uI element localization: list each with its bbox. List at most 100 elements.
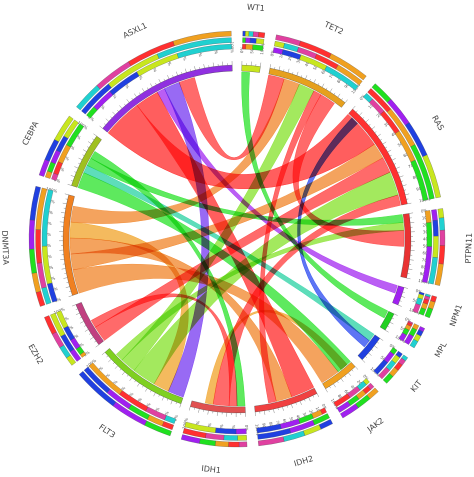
segment-label-ezh2: EZH2 xyxy=(26,343,45,366)
tick-mark xyxy=(104,123,106,126)
track-block xyxy=(245,31,250,37)
tick-mark xyxy=(374,131,377,133)
tick-mark xyxy=(95,344,99,348)
tick-mark xyxy=(402,184,407,187)
track-block xyxy=(336,401,351,413)
tick-mark xyxy=(402,291,405,293)
tick-mark xyxy=(333,383,336,388)
track-block xyxy=(242,43,247,50)
tick-mark xyxy=(121,371,125,376)
tick-mark xyxy=(134,380,136,383)
tick-mark xyxy=(299,401,302,405)
tick-mark xyxy=(87,141,92,144)
segment-label-jak2: JAK2 xyxy=(365,416,386,435)
tick-mark xyxy=(74,171,77,173)
track-block xyxy=(199,438,216,446)
track-block xyxy=(237,435,247,441)
track-block xyxy=(78,371,117,407)
tick-mark xyxy=(377,133,381,137)
tick-mark xyxy=(340,378,344,382)
tick-mark xyxy=(194,66,196,71)
track-block xyxy=(412,303,421,314)
segment-arc-asxl1 xyxy=(102,64,233,133)
tick-mark xyxy=(60,212,65,214)
tick-mark xyxy=(291,404,293,409)
track-block xyxy=(257,436,285,447)
percent-tick-label: 100% xyxy=(85,358,97,369)
track-block xyxy=(438,217,445,231)
percent-tick-label: 100% xyxy=(77,120,89,131)
tick-mark xyxy=(329,88,333,93)
tick-mark xyxy=(405,193,410,196)
ribbon-kit-ras xyxy=(297,117,370,348)
tick-mark xyxy=(129,377,133,382)
tick-mark xyxy=(167,398,169,401)
segment-label-flt3: FLT3 xyxy=(97,422,117,440)
tick-mark xyxy=(329,386,331,389)
tick-mark xyxy=(158,79,161,83)
segment-arc-npm1 xyxy=(392,285,405,306)
tick-mark xyxy=(401,296,406,298)
tick-mark xyxy=(365,119,369,123)
tick-mark xyxy=(153,392,156,397)
track-block xyxy=(398,332,407,342)
track-block xyxy=(274,41,285,49)
percent-tick-label: 0% xyxy=(239,46,244,53)
tick-mark xyxy=(117,109,119,112)
percent-tick-label: 0% xyxy=(362,373,370,381)
segment-arc-wt1 xyxy=(241,64,261,73)
track-block xyxy=(404,333,414,345)
ribbon-flt3-ras xyxy=(133,171,399,385)
tick-mark xyxy=(387,149,392,153)
tick-mark xyxy=(260,62,262,67)
tick-mark xyxy=(84,325,87,327)
track-block xyxy=(431,209,438,221)
track-block xyxy=(432,236,439,258)
tick-mark xyxy=(63,277,68,279)
track-block xyxy=(63,119,79,139)
tick-mark xyxy=(313,79,316,83)
tick-mark xyxy=(75,308,78,310)
track-block xyxy=(83,366,111,394)
tick-mark xyxy=(142,88,145,92)
tick-mark xyxy=(61,268,66,270)
tick-mark xyxy=(351,369,354,372)
tick-mark xyxy=(142,385,144,388)
segment-arc-idh1 xyxy=(190,400,246,414)
tick-mark xyxy=(155,82,157,85)
tick-mark xyxy=(150,390,152,393)
track-block xyxy=(335,64,363,86)
segment-arc-jak2 xyxy=(322,362,356,389)
tick-mark xyxy=(374,345,378,349)
ribbon-cebpa-idh1 xyxy=(90,151,246,407)
tick-mark xyxy=(68,295,73,297)
tick-mark xyxy=(67,184,72,186)
tick-mark xyxy=(404,189,407,191)
tick-mark xyxy=(385,146,388,149)
percent-tick-label: 0% xyxy=(87,114,95,122)
segment-label-ras: RAS xyxy=(430,114,446,132)
percent-tick-label: 0% xyxy=(389,343,397,351)
tick-mark xyxy=(308,397,311,402)
tick-mark xyxy=(167,75,170,79)
segment-label-kit: KIT xyxy=(409,378,424,393)
segment-label-cebpa: CEBPA xyxy=(21,119,41,147)
track-block xyxy=(255,38,265,45)
tick-mark xyxy=(112,111,116,115)
tick-mark xyxy=(292,72,294,75)
track-block xyxy=(422,246,432,283)
tick-mark xyxy=(397,304,402,307)
tick-mark xyxy=(161,396,164,401)
tick-mark xyxy=(355,110,358,113)
tick-mark xyxy=(82,149,87,152)
tick-mark xyxy=(163,78,165,81)
tick-mark xyxy=(80,321,84,324)
track-block xyxy=(439,229,446,246)
track-block xyxy=(223,434,238,441)
tick-mark xyxy=(69,290,72,292)
segment-arc-mpl xyxy=(379,311,395,331)
tick-mark xyxy=(321,83,325,88)
tick-mark xyxy=(377,341,379,344)
segment-arc-flt3 xyxy=(104,348,184,404)
track-block xyxy=(29,248,37,274)
